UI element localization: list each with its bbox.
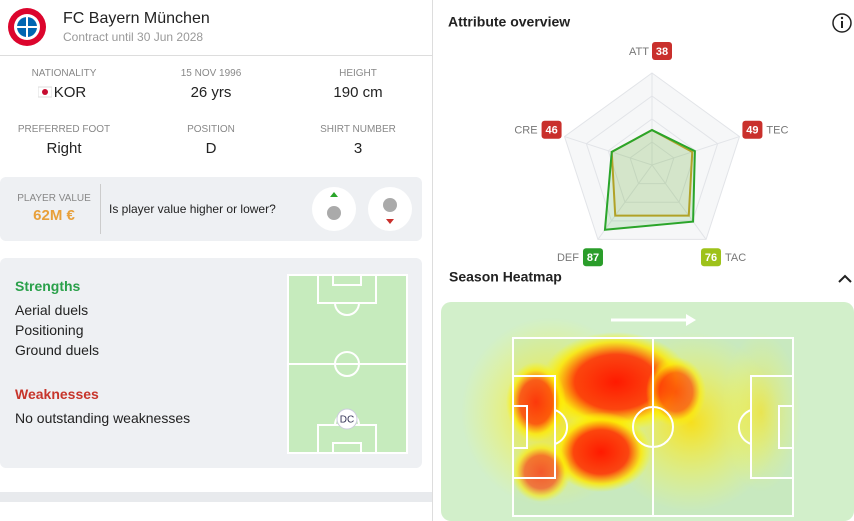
attribute-badge — [541, 120, 562, 139]
info-label: NATIONALITY — [31, 68, 97, 79]
position-marker: DC — [340, 415, 354, 426]
attribute-badge — [701, 248, 722, 267]
divider — [100, 184, 101, 234]
info-label: 15 NOV 1996 — [180, 68, 242, 79]
strengths-title: Strengths — [15, 278, 81, 294]
section-title: Attribute overview — [448, 14, 570, 30]
info-value: D — [205, 140, 217, 157]
info-label: HEIGHT — [339, 68, 377, 79]
mini-pitch: DC — [287, 274, 408, 454]
attribute-label: TAC — [725, 252, 746, 264]
radar-spoke — [597, 164, 653, 240]
attribute-label: CRE — [514, 125, 537, 137]
info-value: 26 yrs — [190, 84, 232, 101]
info-icon[interactable] — [832, 13, 852, 33]
attribute-value: 46 — [545, 125, 557, 137]
heatmap — [441, 302, 854, 521]
info-value: KOR — [53, 84, 87, 101]
info-value: Right — [46, 140, 82, 157]
section-title: Season Heatmap — [449, 269, 562, 285]
club-logo — [8, 8, 46, 46]
attribute-label: TEC — [766, 125, 788, 137]
strength: Positioning — [15, 322, 84, 338]
weaknesses-title: Weaknesses — [15, 386, 99, 402]
club-name: FC Bayern München — [63, 10, 210, 27]
radar-player — [603, 128, 696, 231]
info-value: 190 cm — [333, 84, 383, 101]
info-label: SHIRT NUMBER — [320, 124, 396, 135]
lower-button[interactable] — [368, 187, 412, 231]
value-question: Is player value higher or lower? — [109, 202, 276, 216]
attribute-badge — [652, 42, 672, 60]
attribute-badge — [742, 120, 763, 139]
attribute-value: 76 — [705, 252, 717, 264]
contract: Contract until 30 Jun 2028 — [63, 30, 204, 44]
collapse-chevron[interactable] — [838, 274, 852, 283]
left-panel — [432, 0, 433, 521]
vote-buttons[interactable] — [310, 185, 420, 235]
strength: Aerial duels — [15, 302, 89, 318]
info-label: PREFERRED FOOT — [17, 124, 111, 135]
flag — [38, 86, 52, 98]
radar-spoke — [564, 136, 653, 166]
weakness: No outstanding weaknesses — [15, 410, 191, 426]
attribute-value: 87 — [587, 252, 599, 264]
radar-grid — [585, 95, 719, 222]
attribute-label: ATT — [629, 46, 649, 58]
info-label: POSITION — [187, 124, 235, 135]
value-label: PLAYER VALUE — [17, 193, 91, 204]
radar-grid — [607, 118, 697, 203]
attribute-value: 49 — [746, 125, 758, 137]
divider — [0, 55, 432, 56]
value-amount: 62M € — [33, 207, 75, 224]
higher-button[interactable] — [312, 187, 356, 231]
radar-grid — [629, 141, 675, 185]
attribute-overview: Attribute overview Season Heatmap ATT 38 T… — [448, 13, 852, 285]
strength: Ground duels — [15, 342, 100, 358]
attribute-label: DEF — [557, 252, 579, 264]
radar-spoke — [651, 164, 707, 240]
info-value: 3 — [353, 140, 363, 157]
attribute-badge — [582, 248, 603, 267]
separator — [0, 492, 432, 502]
attribute-value: 38 — [656, 46, 668, 58]
